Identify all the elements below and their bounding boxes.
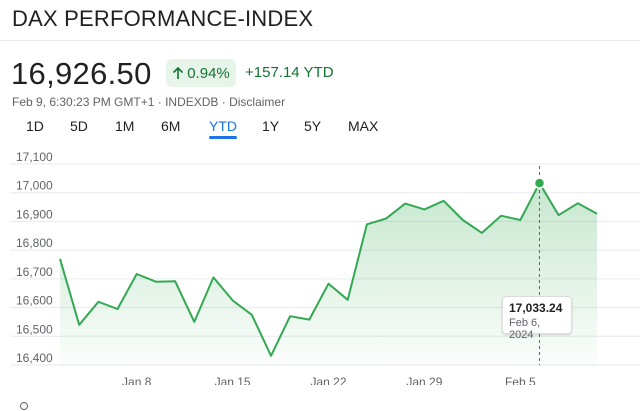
x-axis-ticks: Jan 8 Jan 15 Jan 22 Jan 29 Feb 5 [122,375,536,385]
y-tick-label: 16,900 [16,207,53,221]
index-title: DAX PERFORMANCE-INDEX [12,6,314,31]
y-tick-label: 17,100 [16,150,53,164]
tab-ytd[interactable]: YTD [209,118,237,139]
y-tick-label: 16,700 [16,265,53,279]
change-percent: 0.94% [187,64,230,82]
arrow-up-icon [173,66,184,79]
tab-max[interactable]: MAX [348,118,379,134]
tooltip-value: 17,033.24 [509,301,563,315]
tab-5y[interactable]: 5Y [304,118,322,134]
tab-1m[interactable]: 1M [115,118,135,134]
tooltip-date: Feb 6, 2024 [509,317,541,341]
hover-point [533,177,546,189]
header-divider [0,40,640,41]
x-tick-label: Jan 29 [406,375,442,385]
quote-meta: Feb 9, 6:30:23 PM GMT+1 · INDEXDB · Disc… [12,95,286,109]
x-tick-label: Jan 22 [310,375,346,385]
x-tick-label: Feb 5 [505,375,536,385]
tab-1y[interactable]: 1Y [262,118,280,134]
change-percent-badge: 0.94% [166,59,236,87]
tab-1d[interactable]: 1D [26,118,44,134]
y-tick-label: 16,800 [16,236,53,250]
scroll-indicator [20,402,28,410]
current-price: 16,926.50 [11,56,152,91]
y-axis-ticks: 17,100 17,000 16,900 16,800 16,700 16,600 16,5… [16,150,53,365]
tab-6m[interactable]: 6M [161,118,181,134]
x-tick-label: Jan 8 [122,375,152,385]
change-absolute: +157.14 YTD [245,64,334,81]
range-tabs: 1D 5D 1M 6M YTD 1Y 5Y MAX [0,118,640,140]
price-chart[interactable]: 17,100 17,000 16,900 16,800 16,700 16,600 16,5… [0,150,640,385]
price-tooltip: 17,033.24 Feb 6, 2024 [502,296,572,341]
price-line [59,182,598,357]
tab-5d[interactable]: 5D [70,118,88,134]
y-tick-label: 16,600 [16,294,53,308]
y-tick-label: 16,400 [16,351,53,365]
x-tick-label: Jan 15 [215,375,251,385]
y-tick-label: 16,500 [16,322,53,336]
y-tick-label: 17,000 [16,179,53,193]
price-area [60,183,597,365]
